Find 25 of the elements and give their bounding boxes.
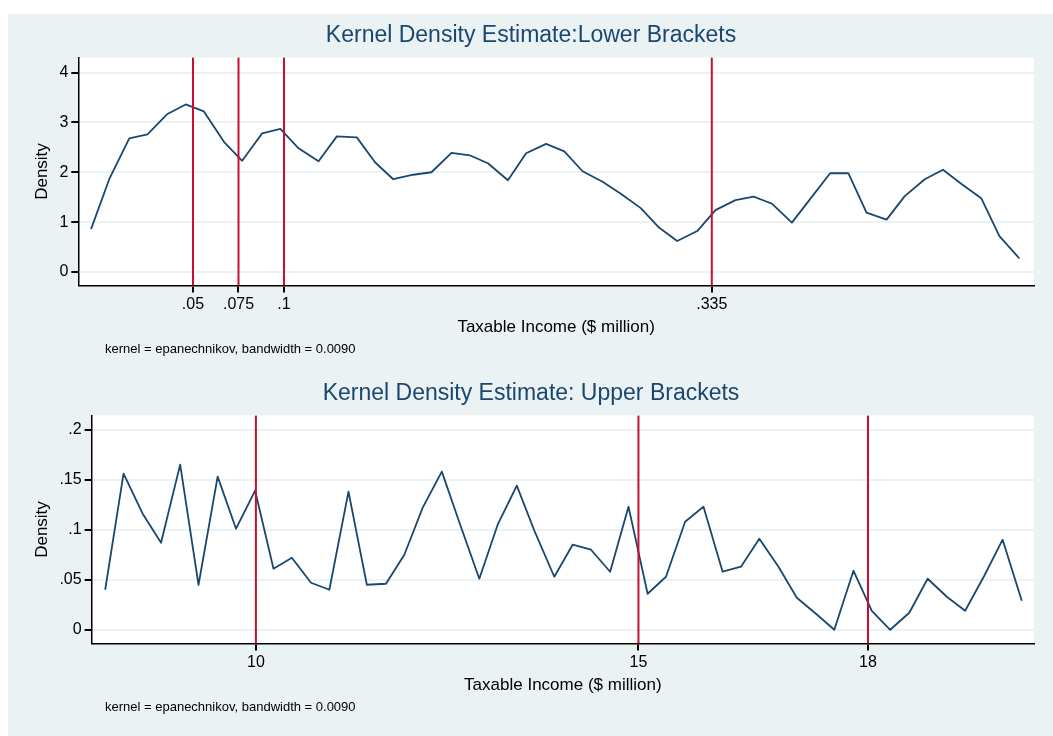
x-tick-label: .1 [277, 295, 291, 313]
x-axis-title: Taxable Income ($ million) [457, 317, 655, 337]
x-tick-label: .05 [181, 295, 205, 313]
y-tick-label: 0 [59, 262, 69, 280]
y-tick-label: 3 [59, 112, 69, 130]
y-tick-label: 4 [59, 62, 69, 80]
y-tick-label: 2 [59, 162, 69, 180]
y-tick-label: 0 [72, 620, 82, 638]
x-tick-label: 15 [629, 653, 648, 671]
y-tick-label: .2 [68, 420, 82, 438]
x-tick-label: 18 [859, 653, 877, 671]
chart-title: Kernel Density Estimate:Lower Brackets [325, 21, 737, 48]
y-tick-label: .15 [59, 470, 82, 488]
y-axis-title: Density [31, 500, 51, 558]
x-tick-label: .335 [696, 295, 728, 313]
text: kernel = epanechnikov, bandwidth = 0.0090 [105, 341, 356, 357]
text: kernel = epanechnikov, bandwidth = 0.0090 [105, 699, 356, 715]
y-tick-label: .1 [68, 520, 82, 538]
y-tick-label: .05 [59, 570, 82, 588]
y-tick-label: 1 [59, 212, 69, 230]
chart-title: Kernel Density Estimate: Upper Brackets [322, 379, 740, 406]
x-tick-label: 10 [247, 653, 265, 671]
y-axis-title: Density [31, 142, 51, 200]
x-tick-label: .075 [222, 295, 255, 313]
x-axis-title: Taxable Income ($ million) [464, 675, 662, 695]
